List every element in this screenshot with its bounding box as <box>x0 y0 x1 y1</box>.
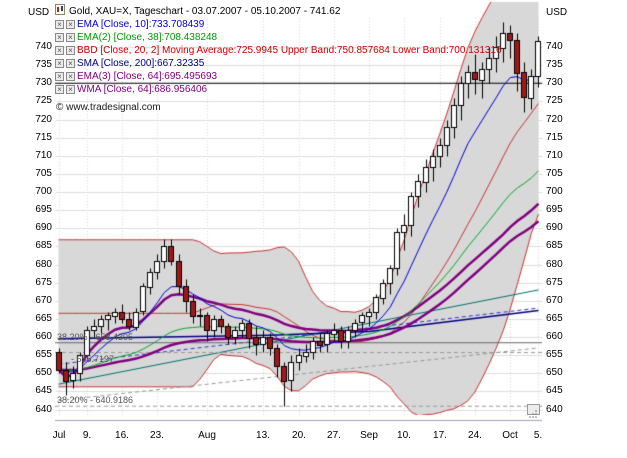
y-axis-tick-label: 650 <box>546 367 563 378</box>
y-axis-unit-left: USD <box>28 7 50 18</box>
legend-item[interactable]: × × EMA(3) [Close, 64]:695.495693 <box>55 70 502 83</box>
x-axis-tick-label: 10. <box>397 430 411 441</box>
x-axis-tick-label: 16. <box>115 430 129 441</box>
instrument-icon[interactable] <box>55 4 65 18</box>
y-axis-tick-label: 720 <box>546 114 563 125</box>
y-axis-tick-label: 700 <box>35 186 52 197</box>
y-axis-tick-label: 690 <box>35 222 52 233</box>
y-axis-tick-label: 665 <box>546 313 563 324</box>
y-axis-unit-right: USD <box>546 7 568 18</box>
indicator-settings-icon[interactable]: × <box>66 20 75 29</box>
x-axis-tick-label: 24. <box>468 430 482 441</box>
indicator-settings-icon[interactable]: × <box>66 59 75 68</box>
y-axis-tick-label: 705 <box>35 168 52 179</box>
y-axis-tick-label: 645 <box>35 385 52 396</box>
y-axis-tick-label: 690 <box>546 222 563 233</box>
y-axis-tick-label: 715 <box>35 132 52 143</box>
indicator-settings-icon[interactable]: × <box>66 33 75 42</box>
indicator-settings-icon[interactable]: × <box>66 46 75 55</box>
x-axis-tick-label: 23. <box>150 430 164 441</box>
remove-indicator-icon[interactable]: × <box>55 85 64 94</box>
y-axis-tick-label: 650 <box>35 367 52 378</box>
y-axis-tick-label: 685 <box>35 240 52 251</box>
x-axis-tick-label: 5. <box>533 430 543 441</box>
indicator-settings-icon[interactable]: × <box>66 72 75 81</box>
x-axis-tick-label: 9. <box>82 430 92 441</box>
x-axis-tick-label: Sep <box>360 430 378 441</box>
x-axis-tick-label: Jul <box>52 430 66 441</box>
x-axis-tick-label: 17. <box>433 430 447 441</box>
indicator-settings-icon[interactable]: × <box>66 85 75 94</box>
y-axis-tick-label: 730 <box>35 77 52 88</box>
remove-indicator-icon[interactable]: × <box>55 59 64 68</box>
y-axis-tick-label: 730 <box>546 77 563 88</box>
chart-title-row: Gold, XAU=X, Tageschart - 03.07.2007 - 0… <box>55 4 340 18</box>
indicator-legend: × × EMA [Close, 10]:733.708439 × × EMA(2) [Cl… <box>55 18 502 96</box>
y-axis-tick-label: 640 <box>546 404 563 415</box>
x-axis-tick-label: Aug <box>198 430 216 441</box>
x-axis-tick-label: 13. <box>256 430 270 441</box>
y-axis-tick-label: 640 <box>35 404 52 415</box>
y-axis-tick-label: 740 <box>546 41 563 52</box>
legend-item-label: BBD [Close, 20, 2] Moving Average:725.99… <box>77 45 502 56</box>
legend-item-label: EMA [Close, 10]:733.708439 <box>77 19 205 30</box>
x-axis-tick-label: 27. <box>327 430 341 441</box>
y-axis-tick-label: 695 <box>546 204 563 215</box>
y-axis-tick-label: 675 <box>546 277 563 288</box>
y-axis-tick-label: 655 <box>35 349 52 360</box>
y-axis-tick-label: 695 <box>35 204 52 215</box>
y-axis-tick-label: 710 <box>546 150 563 161</box>
y-axis-right: 740 735 730 725 720 715 710 705 700 695 690 685 680 6… <box>546 0 576 458</box>
legend-item[interactable]: × × BBD [Close, 20, 2] Moving Average:725.… <box>55 44 502 57</box>
y-axis-tick-label: 700 <box>546 186 563 197</box>
y-axis-tick-label: 705 <box>546 168 563 179</box>
y-axis-tick-label: 670 <box>546 295 563 306</box>
y-axis-tick-label: 685 <box>546 240 563 251</box>
legend-item-label: EMA(3) [Close, 64]:695.495693 <box>77 71 218 82</box>
y-axis-tick-label: 710 <box>35 150 52 161</box>
y-axis-tick-label: 680 <box>546 259 563 270</box>
legend-item-label: EMA(2) [Close, 38]:708.438248 <box>77 32 218 43</box>
legend-item[interactable]: × × EMA [Close, 10]:733.708439 <box>55 18 502 31</box>
y-axis-tick-label: 715 <box>546 132 563 143</box>
legend-item-label: SMA [Close, 200]:667.32335 <box>77 58 205 69</box>
y-axis-tick-label: 735 <box>35 59 52 70</box>
fib-level-label[interactable]: - 655.7197 <box>71 354 115 364</box>
y-axis-tick-label: 665 <box>35 313 52 324</box>
fib-level-label[interactable]: 38.20% - 658.4305 <box>57 332 134 342</box>
y-axis-tick-label: 680 <box>35 259 52 270</box>
remove-indicator-icon[interactable]: × <box>55 46 64 55</box>
y-axis-left: 740 735 730 725 720 715 710 705 700 695 690 685 680 6… <box>24 0 52 458</box>
watermark-text: © www.tradesignal.com <box>56 102 161 113</box>
y-axis-tick-label: 740 <box>35 41 52 52</box>
legend-item[interactable]: × × WMA [Close, 64]:686.956406 <box>55 83 502 96</box>
remove-indicator-icon[interactable]: × <box>55 33 64 42</box>
remove-indicator-icon[interactable]: × <box>55 20 64 29</box>
y-axis-tick-label: 735 <box>546 59 563 70</box>
y-axis-tick-label: 670 <box>35 295 52 306</box>
y-axis-tick-label: 675 <box>35 277 52 288</box>
watermark: © www.tradesignal.com <box>56 102 161 113</box>
legend-item-label: WMA [Close, 64]:686.956406 <box>77 84 208 95</box>
y-axis-tick-label: 725 <box>35 95 52 106</box>
remove-indicator-icon[interactable]: × <box>55 72 64 81</box>
y-axis-tick-label: 655 <box>546 349 563 360</box>
legend-item[interactable]: × × EMA(2) [Close, 38]:708.438248 <box>55 31 502 44</box>
y-axis-tick-label: 645 <box>546 385 563 396</box>
legend-item[interactable]: × × SMA [Close, 200]:667.32335 <box>55 57 502 70</box>
y-axis-tick-label: 720 <box>35 114 52 125</box>
resize-handle-icon[interactable] <box>527 404 540 418</box>
x-axis-tick-label: Oct <box>502 430 518 441</box>
x-axis-tick-label: 20. <box>292 430 306 441</box>
chart-title: Gold, XAU=X, Tageschart - 03.07.2007 - 0… <box>69 5 341 17</box>
y-axis-tick-label: 725 <box>546 95 563 106</box>
y-axis-tick-label: 660 <box>35 331 52 342</box>
fib-level-label[interactable]: 38.20% - 640.9186 <box>57 395 134 405</box>
y-axis-tick-label: 660 <box>546 331 563 342</box>
